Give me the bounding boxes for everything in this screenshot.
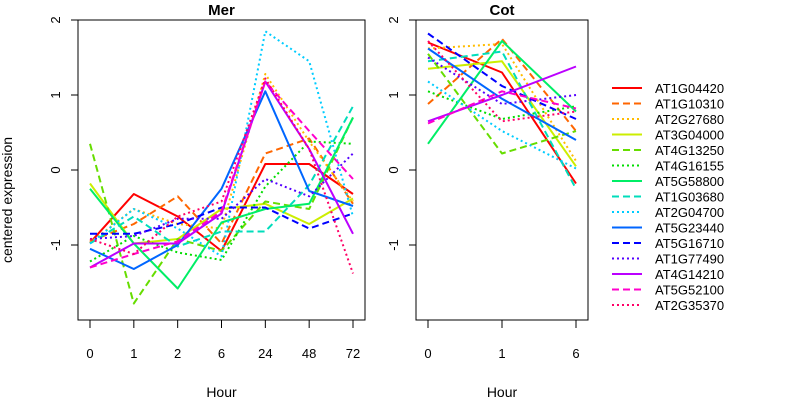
series-line-mer-at2g04700 xyxy=(89,30,354,258)
legend-label: AT1G04420 xyxy=(655,81,724,96)
series-line-cot-at1g03680 xyxy=(427,50,577,190)
legend-label: AT4G16155 xyxy=(655,159,724,174)
legend-label: AT5G16710 xyxy=(655,236,724,251)
series-line-cot-at4g16155 xyxy=(427,90,577,120)
panel-title-mer: Mer xyxy=(208,2,235,19)
y-tick-label-mer: 0 xyxy=(48,166,63,173)
series-line-cot-at5g58800 xyxy=(427,40,577,145)
panel-mer: Mer 0 1 2 6 24 48 72 -1 0 1 2 Hour centered expressio… xyxy=(0,2,366,400)
plot-frame-mer xyxy=(77,19,366,321)
legend-label: AT5G52100 xyxy=(655,283,724,298)
y-tick-label-cot: 1 xyxy=(386,91,401,98)
y-tick-label-cot: -1 xyxy=(386,239,401,251)
series-line-cot-at5g16710 xyxy=(427,32,577,120)
panel-title-cot: Cot xyxy=(490,2,515,19)
series-line-mer-at5g58800 xyxy=(89,117,354,290)
x-tick-label-mer: 2 xyxy=(174,346,181,361)
legend-label: AT2G04700 xyxy=(655,205,724,220)
series-line-cot-at1g04420 xyxy=(427,41,577,185)
y-tick-label-mer: 2 xyxy=(48,16,63,23)
y-tick-label-mer: -1 xyxy=(48,239,63,251)
legend-label: AT1G77490 xyxy=(655,252,724,267)
x-tick-label-cot: 6 xyxy=(572,346,579,361)
x-tick-label-mer: 6 xyxy=(218,346,225,361)
y-tick-label-cot: 2 xyxy=(386,16,401,23)
series-line-mer-at1g03680 xyxy=(89,105,354,248)
series-line-cot-at5g23440 xyxy=(427,47,577,141)
legend-label: AT2G27680 xyxy=(655,112,724,127)
legend-label: AT3G04000 xyxy=(655,128,724,143)
x-tick-label-mer: 24 xyxy=(258,346,272,361)
series-line-mer-at2g35370 xyxy=(89,77,354,274)
legend-label: AT5G58800 xyxy=(655,174,724,189)
y-tick-label-mer: 1 xyxy=(48,91,63,98)
x-tick-label-cot: 0 xyxy=(424,346,431,361)
legend-label: AT4G14210 xyxy=(655,267,724,282)
series-line-mer-at4g16155 xyxy=(89,140,354,263)
series-line-mer-at1g77490 xyxy=(89,152,354,240)
series-line-mer-at4g13250 xyxy=(89,117,354,305)
series-line-cot-at2g35370 xyxy=(427,40,577,123)
legend: AT1G04420AT1G10310AT2G27680AT3G04000AT4G… xyxy=(612,81,724,313)
series-line-cot-at4g13250 xyxy=(427,53,577,155)
legend-label: AT4G13250 xyxy=(655,143,724,158)
x-tick-label-mer: 0 xyxy=(86,346,93,361)
x-tick-label-mer: 1 xyxy=(130,346,137,361)
x-tick-label-mer: 48 xyxy=(302,346,316,361)
legend-label: AT1G03680 xyxy=(655,190,724,205)
series-line-mer-at5g16710 xyxy=(90,206,354,235)
y-axis-label: centered expression xyxy=(0,137,15,263)
x-axis-label-cot: Hour xyxy=(487,384,518,400)
y-tick-label-cot: 0 xyxy=(386,166,401,173)
series-line-mer-at1g10310 xyxy=(89,137,354,245)
series-line-mer-at4g14210 xyxy=(89,80,354,269)
legend-label: AT5G23440 xyxy=(655,221,724,236)
series-line-cot-at5g52100 xyxy=(427,90,577,125)
x-tick-label-cot: 1 xyxy=(498,346,505,361)
legend-label: AT2G35370 xyxy=(655,298,724,313)
series-line-cot-at2g27680 xyxy=(427,43,577,162)
x-axis-label-mer: Hour xyxy=(206,384,237,400)
series-line-cot-at1g10310 xyxy=(427,37,577,132)
legend-label: AT1G10310 xyxy=(655,97,724,112)
series-line-mer-at5g23440 xyxy=(89,90,354,270)
panel-cot: Cot 0 1 6 -1 0 1 2 Hour xyxy=(386,2,589,400)
x-tick-label-mer: 72 xyxy=(346,346,360,361)
